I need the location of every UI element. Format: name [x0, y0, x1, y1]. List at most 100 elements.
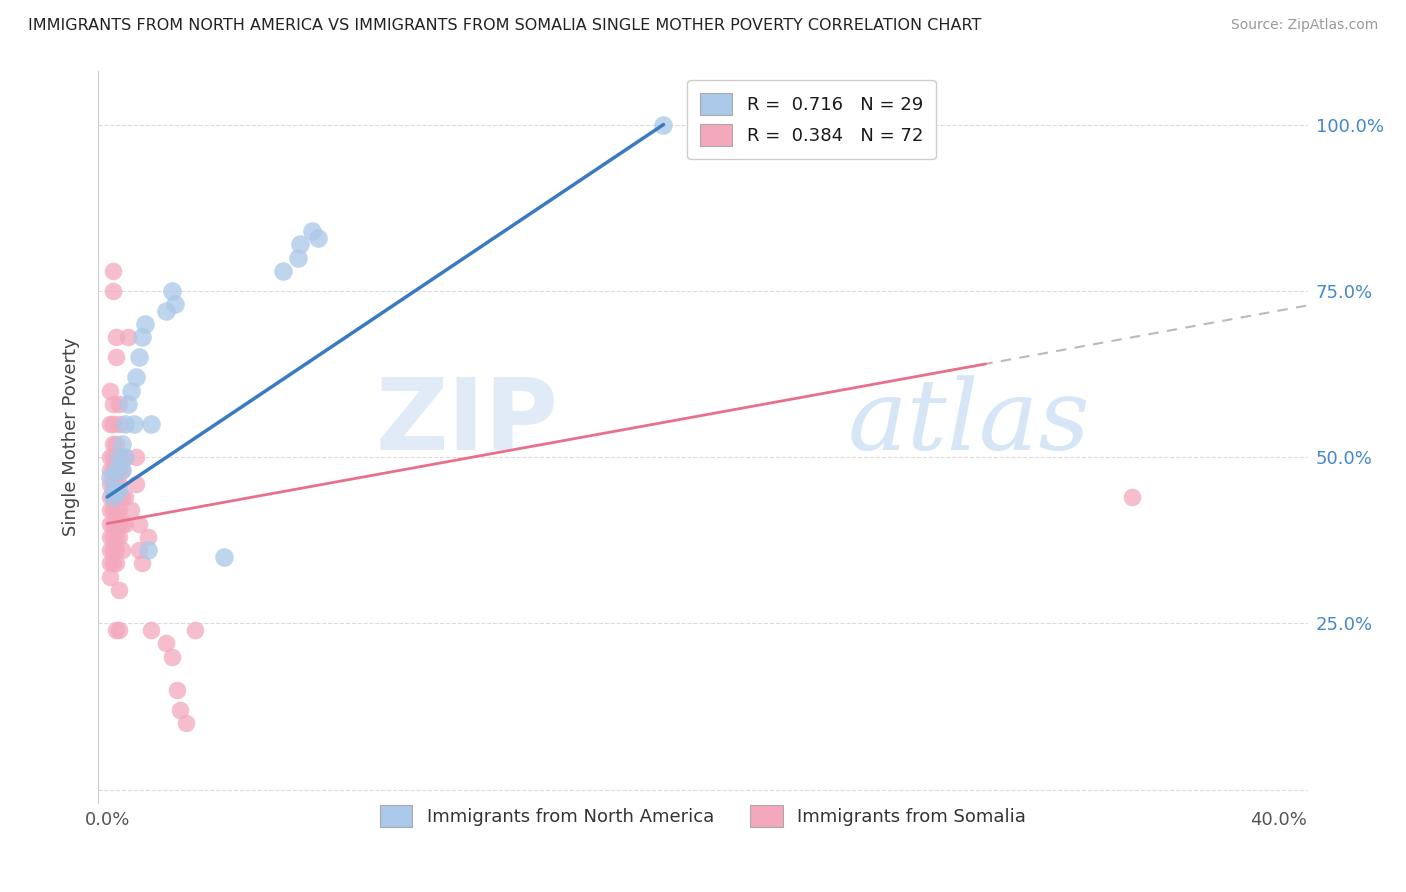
- Point: [114, 417, 136, 431]
- Text: IMMIGRANTS FROM NORTH AMERICA VS IMMIGRANTS FROM SOMALIA SINGLE MOTHER POVERTY C: IMMIGRANTS FROM NORTH AMERICA VS IMMIGRA…: [28, 18, 981, 33]
- Point: [104, 490, 127, 504]
- Point: [101, 476, 124, 491]
- Point: [108, 582, 131, 597]
- Point: [104, 330, 127, 344]
- Point: [98, 543, 121, 558]
- Point: [98, 490, 121, 504]
- Point: [101, 530, 124, 544]
- Y-axis label: Single Mother Poverty: Single Mother Poverty: [62, 338, 80, 536]
- Point: [166, 682, 188, 697]
- Point: [108, 516, 131, 531]
- Point: [120, 384, 142, 398]
- Point: [114, 516, 136, 531]
- Point: [125, 450, 148, 464]
- Point: [101, 503, 124, 517]
- Point: [301, 224, 323, 238]
- Point: [214, 549, 236, 564]
- Point: [101, 490, 124, 504]
- Text: ZIP: ZIP: [375, 374, 558, 471]
- Point: [108, 490, 131, 504]
- Point: [101, 397, 124, 411]
- Point: [101, 436, 124, 450]
- Point: [111, 490, 134, 504]
- Point: [290, 237, 312, 252]
- Point: [104, 450, 127, 464]
- Point: [104, 436, 127, 450]
- Point: [108, 417, 131, 431]
- Point: [652, 118, 675, 132]
- Point: [108, 450, 131, 464]
- Point: [155, 636, 177, 650]
- Point: [101, 543, 124, 558]
- Point: [120, 503, 142, 517]
- Point: [104, 543, 127, 558]
- Point: [307, 230, 329, 244]
- Point: [101, 284, 124, 298]
- Point: [101, 450, 124, 464]
- Point: [111, 463, 134, 477]
- Point: [114, 450, 136, 464]
- Text: Source: ZipAtlas.com: Source: ZipAtlas.com: [1230, 18, 1378, 32]
- Point: [104, 557, 127, 571]
- Point: [108, 450, 131, 464]
- Point: [98, 476, 121, 491]
- Point: [104, 516, 127, 531]
- Point: [125, 476, 148, 491]
- Point: [169, 703, 191, 717]
- Point: [108, 483, 131, 498]
- Legend: R =  0.716   N = 29, R =  0.384   N = 72: R = 0.716 N = 29, R = 0.384 N = 72: [688, 80, 936, 159]
- Text: atlas: atlas: [848, 375, 1091, 470]
- Point: [101, 490, 124, 504]
- Point: [98, 463, 121, 477]
- Point: [104, 463, 127, 477]
- Point: [160, 284, 183, 298]
- Point: [101, 483, 124, 498]
- Point: [108, 476, 131, 491]
- Point: [114, 450, 136, 464]
- Point: [136, 543, 159, 558]
- Point: [155, 303, 177, 318]
- Point: [136, 530, 159, 544]
- Point: [104, 503, 127, 517]
- Point: [104, 623, 127, 637]
- Point: [111, 463, 134, 477]
- Point: [122, 417, 145, 431]
- Point: [131, 330, 153, 344]
- Point: [114, 490, 136, 504]
- Point: [128, 516, 150, 531]
- Point: [98, 417, 121, 431]
- Point: [134, 317, 156, 331]
- Point: [101, 557, 124, 571]
- Point: [98, 530, 121, 544]
- Point: [108, 530, 131, 544]
- Point: [104, 530, 127, 544]
- Point: [101, 463, 124, 477]
- Point: [163, 297, 186, 311]
- Point: [108, 623, 131, 637]
- Point: [108, 397, 131, 411]
- Point: [125, 370, 148, 384]
- Point: [101, 417, 124, 431]
- Point: [98, 557, 121, 571]
- Point: [104, 463, 127, 477]
- Point: [104, 476, 127, 491]
- Point: [1121, 490, 1143, 504]
- Point: [98, 570, 121, 584]
- Point: [98, 384, 121, 398]
- Point: [128, 351, 150, 365]
- Point: [174, 716, 197, 731]
- Point: [131, 557, 153, 571]
- Point: [271, 264, 294, 278]
- Point: [111, 543, 134, 558]
- Point: [108, 463, 131, 477]
- Point: [117, 330, 139, 344]
- Point: [98, 503, 121, 517]
- Point: [160, 649, 183, 664]
- Point: [101, 516, 124, 531]
- Point: [287, 251, 309, 265]
- Point: [111, 450, 134, 464]
- Point: [101, 264, 124, 278]
- Point: [139, 623, 162, 637]
- Point: [184, 623, 207, 637]
- Point: [98, 470, 121, 484]
